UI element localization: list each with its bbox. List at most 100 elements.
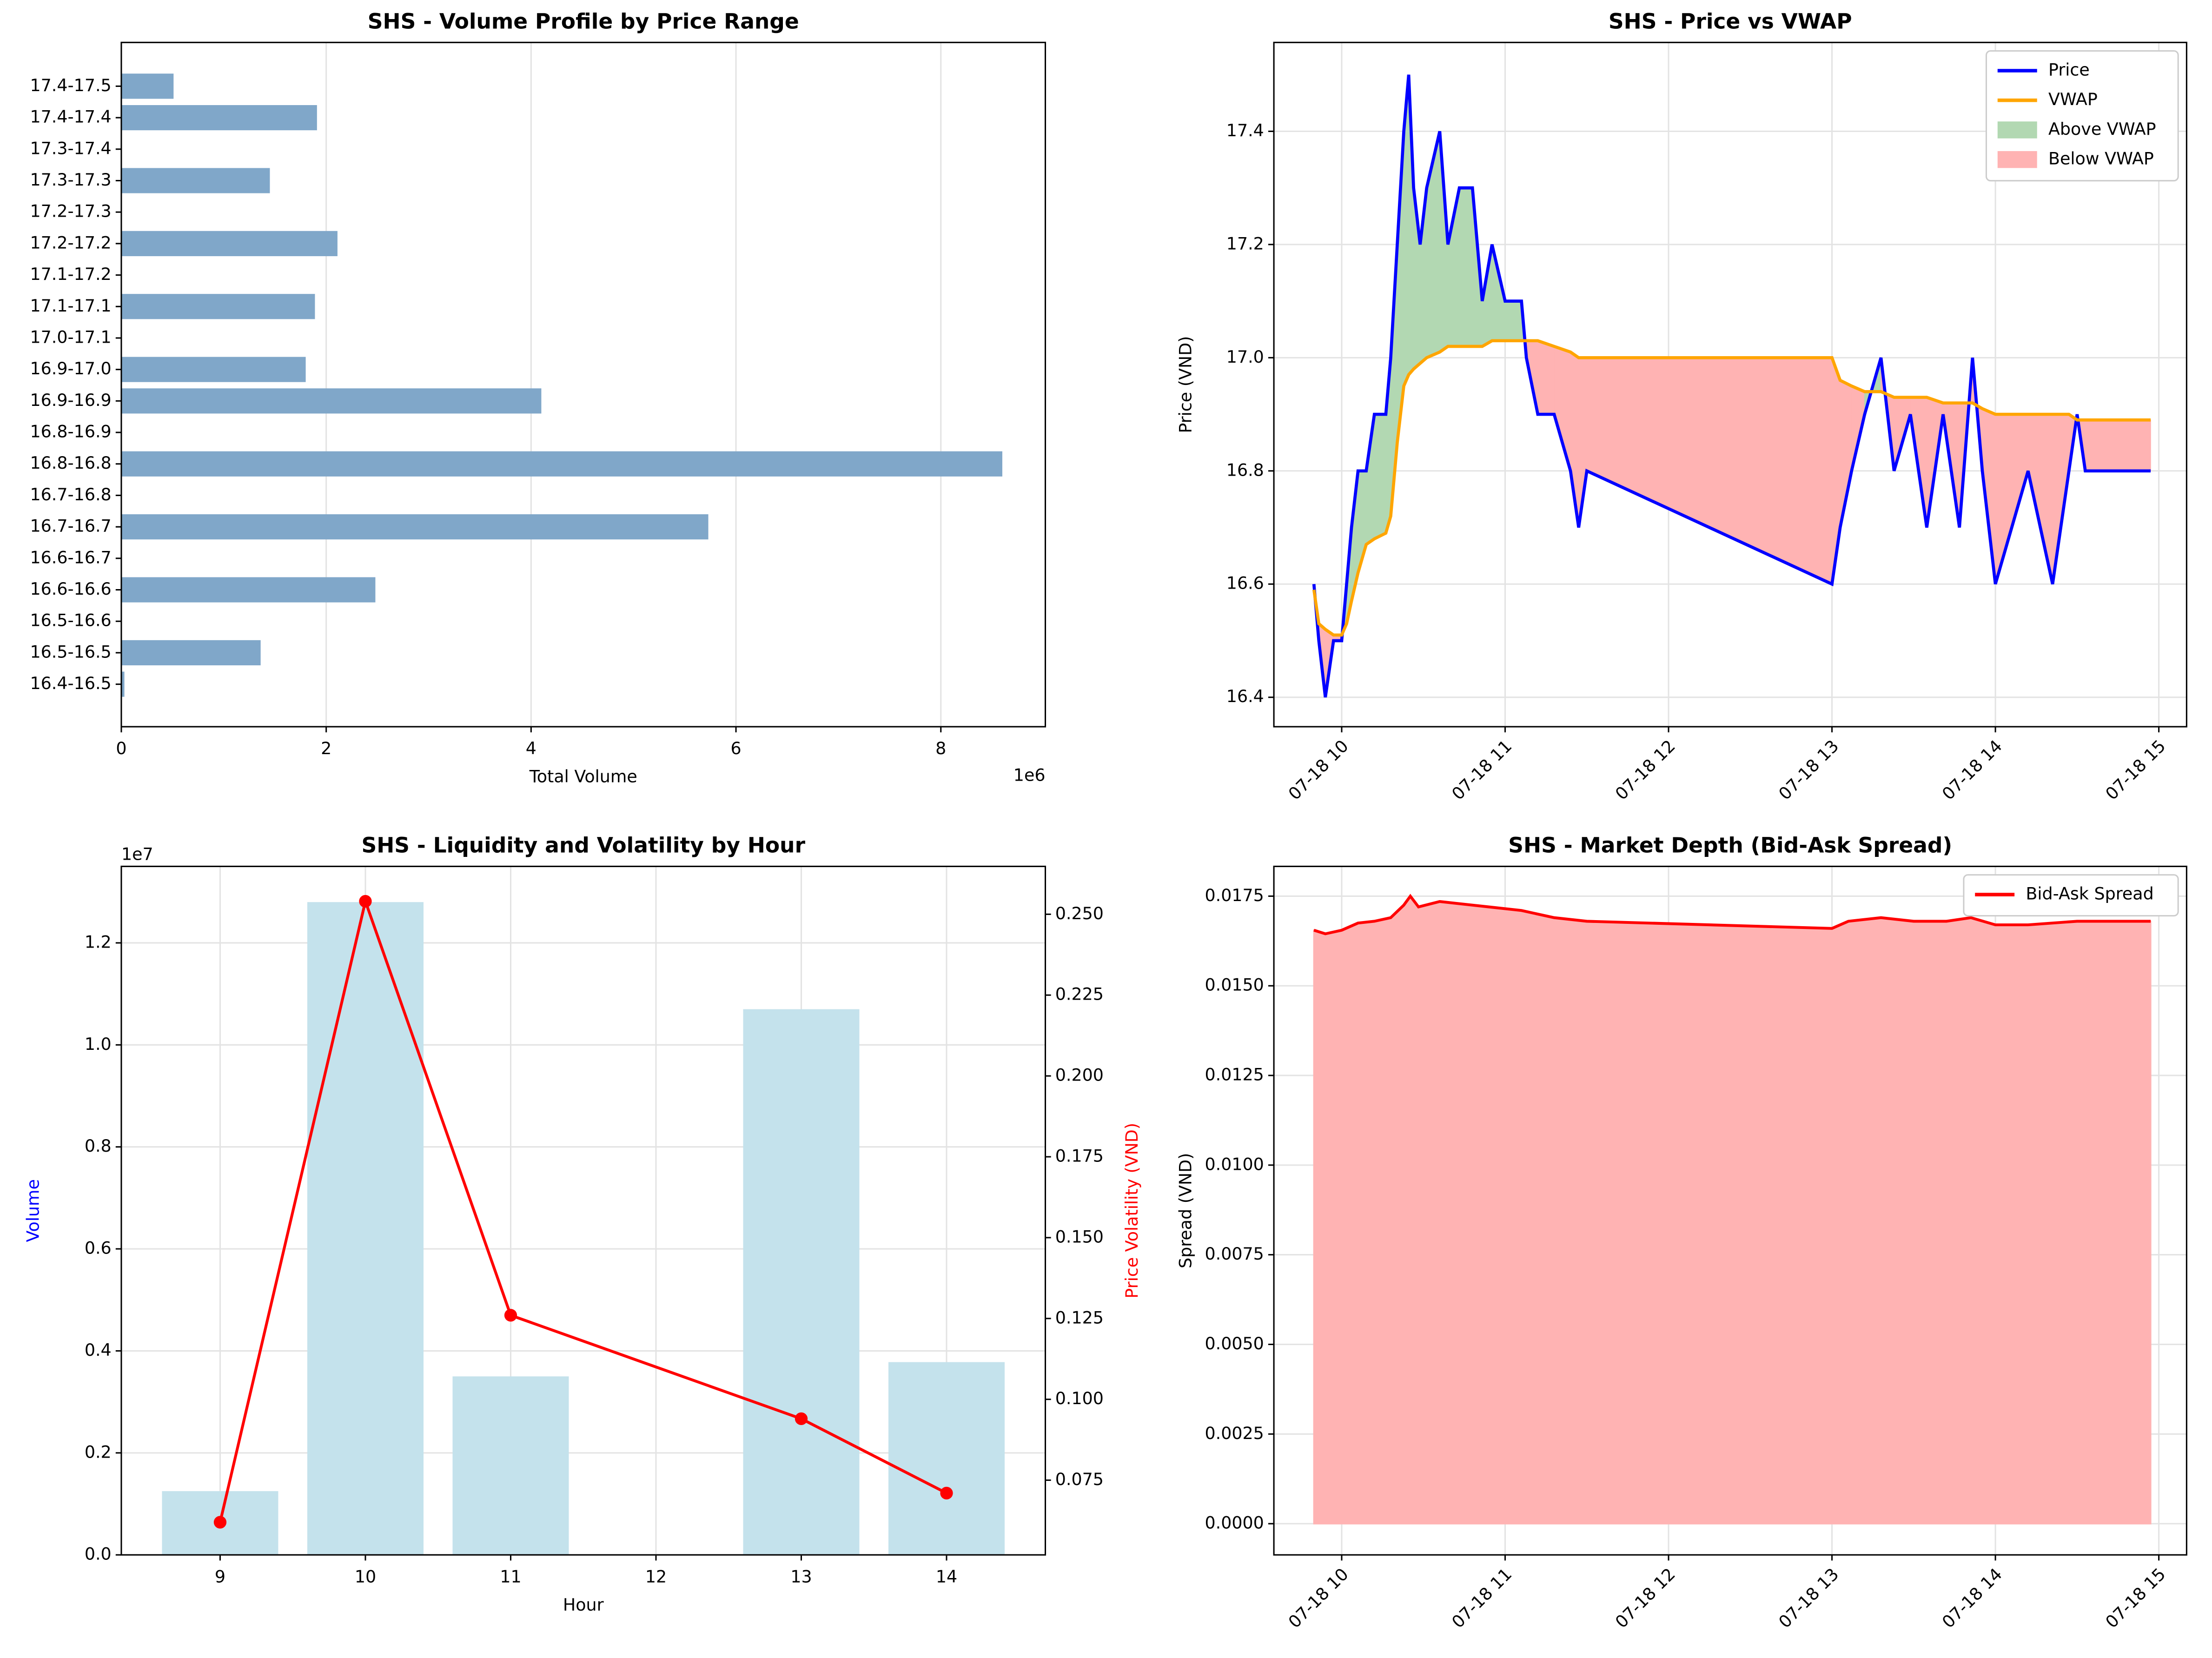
x-tick-label: 07-18 15 <box>2101 1564 2169 1632</box>
y-tick-label: 16.6-16.7 <box>30 547 111 567</box>
point <box>795 1412 808 1426</box>
y-tick-label: 0.6 <box>85 1238 112 1258</box>
legend-box <box>1985 50 2179 182</box>
bar <box>121 294 315 319</box>
chart-title: SHS - Market Depth (Bid-Ask Spread) <box>1508 833 1952 857</box>
x-tick-label: 4 <box>526 738 536 758</box>
y-tick-label: 0.0075 <box>1205 1244 1264 1264</box>
y-tick-label: 17.0-17.1 <box>30 327 111 347</box>
bar <box>307 902 424 1555</box>
axes-frame <box>120 41 1046 728</box>
x-axis-label: Total Volume <box>529 767 637 787</box>
fill-segment <box>1554 345 1571 471</box>
series-line <box>1312 339 2151 637</box>
x-tick-label: 11 <box>500 1566 521 1586</box>
y-tick-label: 17.1-17.1 <box>30 296 111 316</box>
x-tick-label: 07-18 13 <box>1775 736 1842 804</box>
bar <box>121 105 317 131</box>
bar <box>121 357 306 382</box>
x-tick-label: 07-18 11 <box>1448 736 1516 804</box>
y2-tick-label: 0.100 <box>1055 1388 1104 1408</box>
bar <box>121 231 338 256</box>
series-line <box>1313 894 2151 935</box>
x-tick-label: 07-18 10 <box>1285 736 1352 804</box>
chart-title: SHS - Price vs VWAP <box>1609 9 1852 33</box>
y-tick-label: 16.8-16.9 <box>30 422 111 442</box>
chart-panel: SHS - Price vs VWAP 07-18 10 07-18 11 07-18… <box>1175 9 2187 804</box>
x-tick-label: 07-18 12 <box>1611 1564 1679 1632</box>
y-tick-label: 16.4 <box>1226 686 1264 706</box>
x-tick-label: 10 <box>355 1566 376 1586</box>
y-tick-label: 17.4-17.4 <box>30 107 111 127</box>
axes-frame <box>1273 41 2187 728</box>
x-tick-label: 2 <box>321 738 331 758</box>
chart-title: SHS - Liquidity and Volatility by Hour <box>361 833 805 857</box>
fill-segment <box>1504 300 1522 341</box>
x-tick-label: 07-18 10 <box>1285 1564 1352 1632</box>
y-tick-label: 0.0000 <box>1205 1513 1264 1533</box>
y-tick-label: 0.0050 <box>1205 1333 1264 1353</box>
fill-segment <box>2027 414 2053 584</box>
y-tick-label: 17.3-17.4 <box>30 138 111 158</box>
chart-panel: SHS - Market Depth (Bid-Ask Spread) 07-18… <box>1175 833 2187 1632</box>
y2-tick-label: 0.225 <box>1055 984 1104 1004</box>
fill-segment <box>1586 357 1833 585</box>
y-tick-label: 0.0100 <box>1205 1154 1264 1174</box>
legend-label: Price <box>2048 60 2090 80</box>
y-tick-label: 17.3-17.3 <box>30 170 111 190</box>
y-tick-label: 17.2 <box>1226 233 1264 253</box>
bar <box>452 1376 569 1555</box>
y-tick-label: 16.4-16.5 <box>30 673 111 693</box>
y-tick-label: 0.2 <box>85 1442 112 1462</box>
y-tick-label: 0.0025 <box>1205 1423 1264 1443</box>
chart-title: SHS - Volume Profile by Price Range <box>368 9 799 33</box>
y-tick-label: 16.9-16.9 <box>30 390 111 410</box>
y-tick-label: 0.0150 <box>1205 975 1264 995</box>
fill-segment <box>1374 414 1386 540</box>
y-tick-label: 16.5-16.6 <box>30 610 111 630</box>
x-tick-label: 07-18 11 <box>1448 1564 1516 1632</box>
axes-frame <box>120 865 1046 1556</box>
legend-box <box>1963 874 2179 917</box>
legend-swatch <box>1997 151 2037 168</box>
y2-tick-label: 0.150 <box>1055 1227 1104 1247</box>
y-tick-label: 0.4 <box>85 1340 112 1360</box>
y-offset-label: 1e7 <box>121 844 153 864</box>
y-axis-label: Volume <box>23 1179 43 1242</box>
y-tick-label: 16.8-16.8 <box>30 453 111 473</box>
bar <box>121 388 542 414</box>
y-tick-label: 17.4 <box>1226 120 1264 140</box>
y-tick-label: 17.2-17.3 <box>30 201 111 221</box>
y-tick-label: 16.6 <box>1226 573 1264 593</box>
y2-axis-label: Price Volatility (VND) <box>1122 1123 1142 1299</box>
x-tick-label: 0 <box>116 738 126 758</box>
x-tick-label: 07-18 15 <box>2101 736 2169 804</box>
point <box>359 895 372 908</box>
x-tick-label: 14 <box>936 1566 957 1586</box>
y-axis-label: Spread (VND) <box>1175 1153 1195 1268</box>
x-tick-label: 6 <box>730 738 741 758</box>
bar <box>121 671 125 697</box>
y-tick-label: 16.8 <box>1226 460 1264 480</box>
x-tick-label: 13 <box>790 1566 812 1586</box>
fill-segment <box>1537 340 1555 415</box>
chart-panel: SHS - Volume Profile by Price Range 0 2 4 6 8… <box>30 9 1046 787</box>
bar <box>121 451 1002 477</box>
y-tick-label: 1.0 <box>85 1034 112 1054</box>
point <box>504 1309 517 1322</box>
bar <box>121 514 709 540</box>
y-tick-label: 0.0 <box>85 1544 112 1564</box>
legend-label: Bid-Ask Spread <box>2026 884 2153 904</box>
y-tick-label: 16.5-16.5 <box>30 642 111 662</box>
series-line <box>1312 74 2151 698</box>
area-fill <box>1313 895 2152 1525</box>
y2-tick-label: 0.200 <box>1055 1065 1104 1085</box>
y2-tick-label: 0.175 <box>1055 1146 1104 1166</box>
legend-label: VWAP <box>2048 89 2098 109</box>
y-tick-label: 0.8 <box>85 1136 112 1156</box>
chart-panel: SHS - Liquidity and Volatility by Hour 9 1… <box>23 833 1142 1615</box>
bar <box>121 73 174 99</box>
y2-tick-label: 0.125 <box>1055 1307 1104 1327</box>
y-tick-label: 0.0125 <box>1205 1065 1264 1085</box>
legend-label: Above VWAP <box>2048 119 2156 139</box>
